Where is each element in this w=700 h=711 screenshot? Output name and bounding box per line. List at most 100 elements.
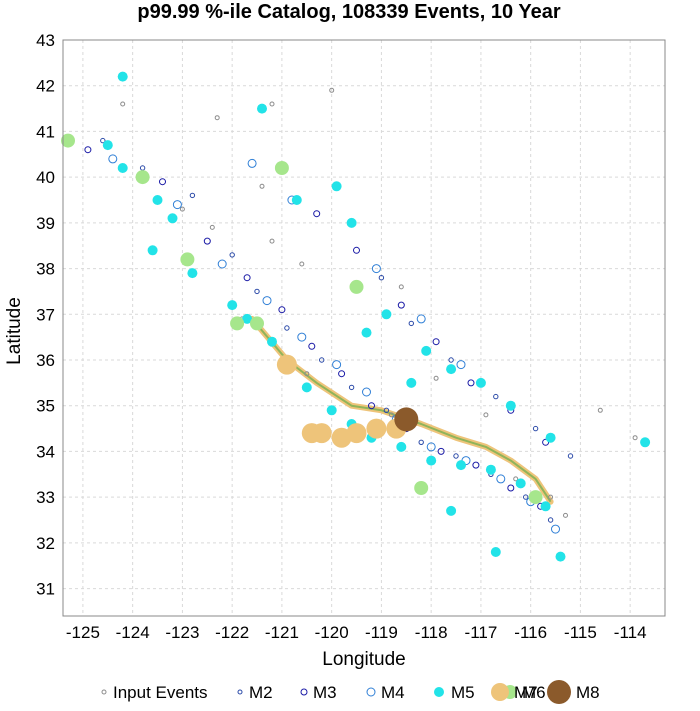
- plot-frame: [62, 39, 666, 617]
- data-point: [242, 313, 253, 324]
- legend-label: M6: [522, 683, 546, 702]
- legend-item: M7: [491, 683, 538, 702]
- data-point: [100, 137, 106, 144]
- data-point: [426, 442, 436, 452]
- data-point: [338, 370, 346, 378]
- x-tick-label: -119: [365, 623, 398, 642]
- data-point: [326, 405, 337, 416]
- data-point: [483, 412, 489, 418]
- data-point: [361, 327, 372, 338]
- data-point: [513, 476, 519, 482]
- data-point: [490, 547, 501, 557]
- y-tick-label: 40: [36, 168, 55, 187]
- y-axis-label: Latitude: [4, 297, 25, 365]
- data-point: [362, 387, 371, 397]
- data-point: [329, 87, 335, 93]
- data-point: [523, 494, 529, 500]
- data-point: [203, 237, 211, 245]
- y-tick-labels: 31 32 33 34 35 36 37 38 39 40 41 42 43: [36, 31, 55, 599]
- y-tick-label: 31: [36, 580, 55, 599]
- data-point: [179, 206, 185, 212]
- data-point: [542, 438, 550, 446]
- data-point: [381, 309, 392, 320]
- y-tick-label: 39: [36, 214, 55, 233]
- x-tick-label: -117: [465, 623, 498, 642]
- data-point: [348, 384, 355, 391]
- data-point: [453, 453, 459, 459]
- series-m4: [108, 154, 560, 534]
- data-point: [421, 345, 432, 356]
- series-m7: [276, 354, 407, 448]
- data-point: [297, 332, 307, 342]
- data-point: [448, 357, 454, 363]
- x-tick-label: -120: [315, 623, 349, 642]
- data-point: [172, 200, 182, 210]
- data-point: [262, 296, 272, 306]
- data-point: [353, 246, 360, 254]
- data-point: [189, 192, 196, 199]
- data-point: [250, 316, 264, 331]
- data-point: [493, 393, 499, 400]
- data-point: [120, 101, 126, 107]
- data-point: [304, 371, 310, 377]
- data-point: [308, 342, 316, 350]
- data-point: [406, 377, 417, 388]
- data-point: [416, 314, 426, 324]
- data-point: [507, 484, 515, 492]
- data-point: [632, 435, 638, 441]
- x-tick-label: -124: [116, 623, 150, 642]
- data-points: [61, 71, 651, 562]
- legend-label: M7: [514, 683, 538, 702]
- data-point: [147, 245, 158, 256]
- series-m5: [102, 71, 651, 562]
- data-point: [496, 474, 506, 484]
- data-point: [278, 306, 286, 314]
- chart-title: p99.99 %-ile Catalog, 108339 Events, 10 …: [137, 1, 560, 23]
- data-point: [346, 217, 357, 228]
- y-tick-label: 35: [36, 397, 55, 416]
- data-point: [446, 505, 457, 516]
- data-point: [563, 512, 568, 518]
- data-point: [84, 146, 92, 154]
- y-tick-label: 38: [36, 260, 55, 279]
- data-point: [332, 360, 342, 370]
- data-point: [540, 501, 551, 512]
- data-point: [388, 412, 394, 418]
- x-tick-label: -118: [415, 623, 448, 642]
- legend-marker: [366, 687, 376, 697]
- data-point: [414, 481, 429, 495]
- legend-item: M4: [366, 683, 405, 702]
- data-point: [313, 210, 321, 218]
- x-tick-label: -114: [614, 623, 647, 642]
- series-m8: [394, 407, 419, 432]
- y-tick-label: 43: [36, 31, 55, 50]
- data-point: [230, 316, 245, 331]
- data-point: [532, 425, 539, 432]
- data-point: [548, 494, 554, 500]
- data-point: [209, 224, 215, 230]
- data-point: [217, 259, 227, 269]
- legend-label: M4: [381, 683, 405, 702]
- data-point: [331, 181, 342, 192]
- data-point: [276, 354, 297, 375]
- x-tick-label: -115: [564, 623, 597, 642]
- x-axis-label: Longitude: [322, 649, 405, 670]
- data-point: [528, 490, 543, 505]
- legend-item: M8: [547, 680, 600, 704]
- series-m2: [100, 137, 574, 523]
- data-point: [259, 183, 265, 189]
- legend-item: M2: [237, 683, 273, 702]
- y-tick-label: 41: [36, 122, 55, 141]
- data-point: [378, 275, 385, 281]
- legend-item: M5: [434, 683, 475, 702]
- data-point: [319, 357, 325, 363]
- data-point: [257, 103, 267, 114]
- data-point: [398, 284, 404, 290]
- data-point: [394, 407, 419, 432]
- data-point: [515, 478, 526, 489]
- data-point: [117, 71, 128, 82]
- data-point: [301, 382, 312, 393]
- data-point: [167, 213, 178, 224]
